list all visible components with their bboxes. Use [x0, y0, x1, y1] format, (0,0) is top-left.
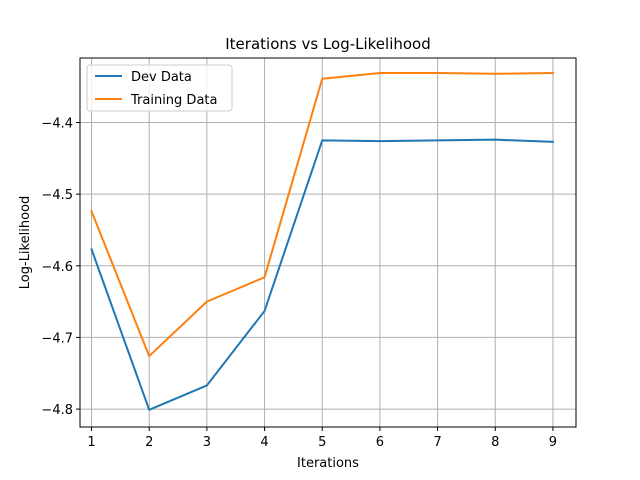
y-tick-label: −4.6: [41, 260, 73, 275]
y-axis-title: Log-Likelihood: [18, 196, 33, 289]
series-line-dev-data: [90, 138, 554, 411]
y-tick-label: −4.5: [41, 188, 73, 203]
x-tick-label: 7: [433, 435, 441, 450]
plot-frame: [79, 57, 577, 428]
chart-title: Iterations vs Log-Likelihood: [225, 35, 431, 53]
x-tick-label: 9: [549, 435, 557, 450]
x-tick-label: 2: [145, 435, 153, 450]
series-line-training-data: [90, 72, 554, 358]
x-tick-label: 4: [260, 435, 268, 450]
legend: Dev Data Training Data: [86, 64, 233, 112]
y-tick-label: −4.4: [41, 116, 73, 131]
x-tick-label: 6: [376, 435, 384, 450]
x-tick-label: 3: [203, 435, 211, 450]
legend-box: [86, 64, 233, 112]
y-axis-ticks: −4.8 −4.7 −4.6 −4.5 −4.4: [41, 116, 80, 418]
x-axis-ticks: 1 2 3 4 5 6 7 8 9: [87, 427, 557, 450]
series-lines: [90, 72, 554, 411]
x-axis-title: Iterations: [297, 456, 359, 471]
x-tick-label: 8: [491, 435, 499, 450]
legend-label: Training Data: [130, 93, 217, 108]
y-tick-label: −4.8: [41, 403, 73, 418]
y-tick-label: −4.7: [41, 331, 73, 346]
grid: [80, 58, 576, 427]
x-tick-label: 5: [318, 435, 326, 450]
x-tick-label: 1: [87, 435, 95, 450]
legend-label: Dev Data: [131, 70, 192, 85]
